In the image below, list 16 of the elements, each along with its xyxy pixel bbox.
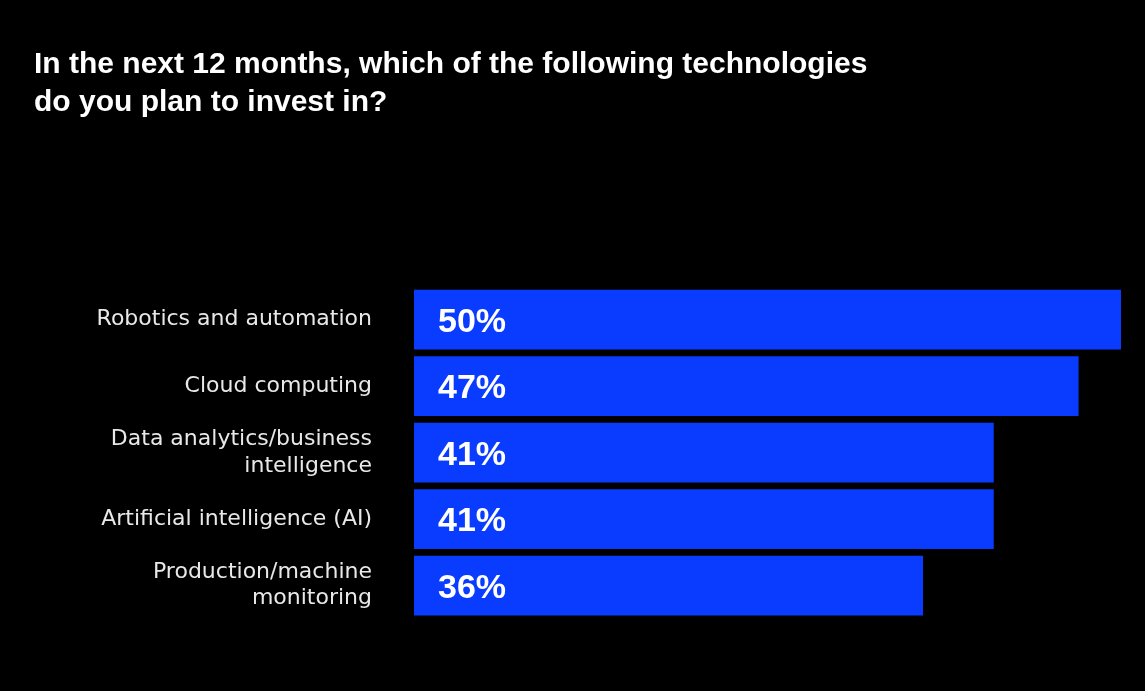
- data-label: 41%: [438, 500, 507, 539]
- data-label: 36%: [438, 566, 507, 605]
- bar: [414, 489, 994, 549]
- y-tick-label: Artificial intelligence (AI): [101, 504, 372, 530]
- bar: [414, 422, 994, 483]
- bar: [414, 356, 1079, 417]
- y-tick-label: Robotics and automation: [96, 305, 372, 331]
- y-tick-label: Cloud computing: [184, 371, 372, 397]
- data-label: 41%: [438, 433, 507, 472]
- data-label: 47%: [438, 367, 507, 406]
- bar: [414, 289, 1121, 350]
- data-label: 50%: [438, 301, 507, 340]
- bar: [414, 555, 924, 616]
- y-tick-label: Production/machine monitoring: [152, 558, 372, 610]
- y-tick-label: Data analytics/business intelligence: [110, 425, 372, 477]
- chart-title: In the next 12 months, which of the following technologies do you plan to invest in?: [34, 45, 869, 119]
